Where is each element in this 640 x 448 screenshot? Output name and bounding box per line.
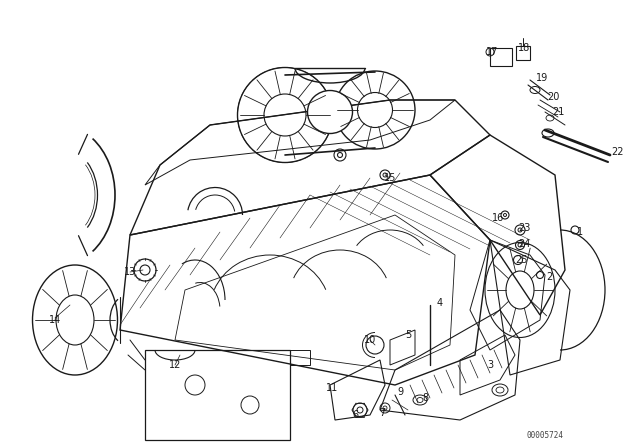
Text: 8: 8 xyxy=(422,393,428,403)
Text: 4: 4 xyxy=(437,298,443,308)
Text: 5: 5 xyxy=(405,330,411,340)
Text: 00005724: 00005724 xyxy=(527,431,563,439)
Text: 9: 9 xyxy=(397,387,403,397)
Text: 12: 12 xyxy=(169,360,181,370)
Text: 19: 19 xyxy=(536,73,548,83)
Text: 15: 15 xyxy=(384,173,396,183)
Text: 18: 18 xyxy=(518,43,530,53)
Bar xyxy=(145,350,290,440)
Text: 14: 14 xyxy=(49,315,61,325)
Text: 11: 11 xyxy=(326,383,338,393)
Text: 23: 23 xyxy=(518,223,530,233)
Text: 13: 13 xyxy=(124,267,136,277)
Text: 22: 22 xyxy=(612,147,624,157)
Text: 25: 25 xyxy=(516,255,528,265)
Text: 6: 6 xyxy=(352,410,358,420)
Text: 10: 10 xyxy=(364,335,376,345)
Bar xyxy=(490,48,512,66)
Text: 17: 17 xyxy=(486,47,498,57)
Text: 1: 1 xyxy=(577,227,583,237)
Text: 16: 16 xyxy=(492,213,504,223)
Text: 24: 24 xyxy=(518,239,530,249)
Text: 7: 7 xyxy=(379,408,385,418)
Ellipse shape xyxy=(307,90,353,134)
Text: 3: 3 xyxy=(487,360,493,370)
Text: 21: 21 xyxy=(552,107,564,117)
Text: 2: 2 xyxy=(546,272,552,282)
Text: 20: 20 xyxy=(547,92,559,102)
